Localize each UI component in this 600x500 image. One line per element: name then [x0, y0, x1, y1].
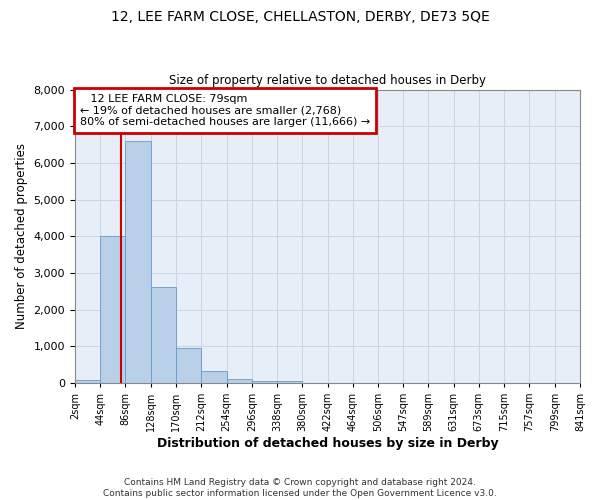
Bar	[151, 287, 176, 383]
Text: 12, LEE FARM CLOSE, CHELLASTON, DERBY, DE73 5QE: 12, LEE FARM CLOSE, CHELLASTON, DERBY, D…	[110, 10, 490, 24]
Text: Contains HM Land Registry data © Crown copyright and database right 2024.
Contai: Contains HM Land Registry data © Crown c…	[103, 478, 497, 498]
Bar	[176, 348, 202, 383]
Bar	[252, 380, 277, 383]
Bar	[100, 236, 125, 383]
Bar	[125, 141, 151, 383]
Bar	[202, 371, 227, 383]
Bar	[277, 382, 302, 383]
X-axis label: Distribution of detached houses by size in Derby: Distribution of detached houses by size …	[157, 437, 498, 450]
Bar	[227, 379, 252, 383]
Bar	[75, 380, 100, 383]
Title: Size of property relative to detached houses in Derby: Size of property relative to detached ho…	[169, 74, 486, 87]
Y-axis label: Number of detached properties: Number of detached properties	[15, 143, 28, 329]
Text: 12 LEE FARM CLOSE: 79sqm   
← 19% of detached houses are smaller (2,768)
80% of : 12 LEE FARM CLOSE: 79sqm ← 19% of detach…	[80, 94, 370, 127]
